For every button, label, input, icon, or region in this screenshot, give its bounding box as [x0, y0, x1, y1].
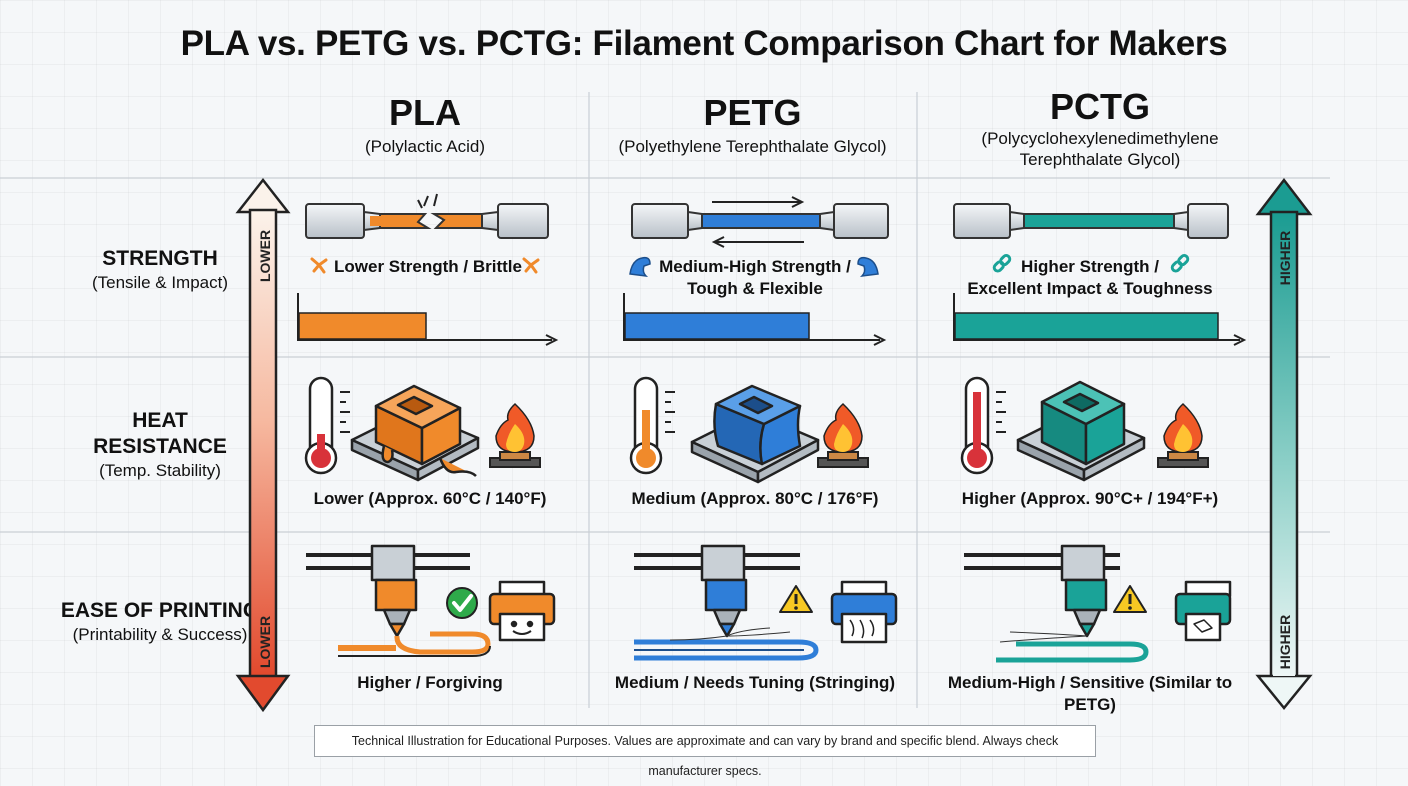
row-title-ease: EASE OF PRINTING: [60, 599, 260, 622]
row-title-heat-1: HEAT: [132, 409, 188, 432]
heat-text-pctg: Higher (Approx. 90°C+ / 194°F+): [961, 489, 1219, 508]
strength-text-petg-1: Medium-High Strength /: [659, 257, 851, 276]
flame-icon: [1157, 402, 1209, 468]
thermometer-icon: [629, 376, 675, 475]
petg-print-nozzle-icon: [634, 544, 819, 661]
ease-text-pctg: Medium-High / Sensitive (Similar to PETG…: [947, 673, 1233, 714]
warning-icon: [779, 585, 813, 613]
strength-text-pla: Lower Strength / Brittle: [334, 257, 522, 276]
row-sub-strength: (Tensile & Impact): [91, 273, 229, 292]
strength-text-pctg-1: Higher Strength /: [1021, 257, 1159, 276]
material-fullname-pctg-2: Terephthalate Glycol): [1019, 150, 1181, 169]
row-label-strength: STRENGTH (Tensile & Impact): [60, 246, 260, 293]
material-name-pctg: PCTG: [1049, 86, 1150, 127]
heat-text-petg: Medium (Approx. 80°C / 176°F): [631, 489, 879, 508]
strength-bar-pla: [298, 312, 427, 340]
heat-text-pla: Lower (Approx. 60°C / 140°F): [313, 489, 547, 508]
flame-icon: [489, 402, 541, 468]
header-petg: PETG (Polyethylene Terephthalate Glycol): [590, 92, 915, 157]
material-fullname-pctg-1: (Polycyclohexylenedimethylene: [981, 129, 1219, 148]
ease-text-pla: Higher / Forgiving: [357, 673, 503, 692]
happy-printer-icon: [488, 580, 556, 642]
strength-bar-petg: [624, 312, 810, 340]
header-pla: PLA (Polylactic Acid): [290, 92, 560, 157]
warning-icon: [1113, 585, 1147, 613]
grid-lines: [0, 92, 1330, 708]
row-label-heat: HEAT RESISTANCE (Temp. Stability): [60, 408, 260, 481]
printer-icon: [1174, 580, 1232, 642]
pctg-print-nozzle-icon: [964, 544, 1149, 663]
row-sub-ease: (Printability & Success): [72, 625, 248, 644]
row-sub-heat: (Temp. Stability): [99, 461, 221, 480]
flexed-arm-icon: [857, 256, 879, 278]
left-scale-arrow: [235, 177, 291, 713]
right-arrow-bottom-label: HIGHER: [1277, 615, 1293, 669]
strength-bar-pctg: [954, 312, 1219, 340]
page-title: PLA vs. PETG vs. PCTG: Filament Comparis…: [180, 24, 1228, 63]
strength-text-pctg-2: Excellent Impact & Toughness: [967, 279, 1213, 298]
material-name-pla: PLA: [389, 92, 461, 133]
strength-text-petg-2: Tough & Flexible: [687, 279, 823, 298]
header-pctg: PCTG (Polycyclohexylenedimethylene Terep…: [930, 86, 1270, 170]
thermometer-icon: [304, 376, 350, 475]
row-label-ease: EASE OF PRINTING (Printability & Success…: [40, 598, 280, 645]
flexed-arm-icon: [629, 256, 651, 278]
pla-tensile-specimen-icon: [305, 193, 549, 239]
warped-block-icon: [690, 384, 820, 484]
flame-icon: [817, 402, 869, 468]
chain-link-icon: [992, 254, 1012, 273]
crack-icon: [310, 257, 328, 274]
strength-axes: [297, 293, 1247, 346]
material-fullname-petg: (Polyethylene Terephthalate Glycol): [618, 137, 887, 156]
row-title-heat-2: RESISTANCE: [93, 435, 227, 458]
printer-icon: [830, 580, 898, 644]
right-arrow-top-label: HIGHER: [1277, 231, 1293, 285]
petg-tensile-specimen-icon: [631, 196, 889, 248]
comparison-graphics: LOWER LOWER HIGHER HIGHER: [0, 92, 1330, 713]
solid-block-icon: [1016, 380, 1146, 482]
material-name-petg: PETG: [703, 92, 802, 133]
thermometer-icon: [960, 376, 1006, 475]
crack-icon: [522, 257, 540, 274]
right-scale-arrow: [1255, 177, 1313, 710]
pctg-tensile-specimen-icon: [953, 203, 1229, 239]
left-arrow-bottom-label: LOWER: [257, 616, 273, 668]
ease-text-petg: Medium / Needs Tuning (Stringing): [614, 673, 896, 692]
check-icon: [446, 587, 478, 619]
row-title-strength: STRENGTH: [102, 247, 218, 270]
footnote: Technical Illustration for Educational P…: [314, 725, 1096, 778]
material-fullname-pla: (Polylactic Acid): [365, 137, 485, 156]
left-arrow-top-label: LOWER: [257, 230, 273, 282]
chain-link-icon: [1170, 254, 1190, 273]
pla-print-nozzle-icon: [306, 544, 491, 657]
melting-block-icon: [350, 384, 480, 482]
